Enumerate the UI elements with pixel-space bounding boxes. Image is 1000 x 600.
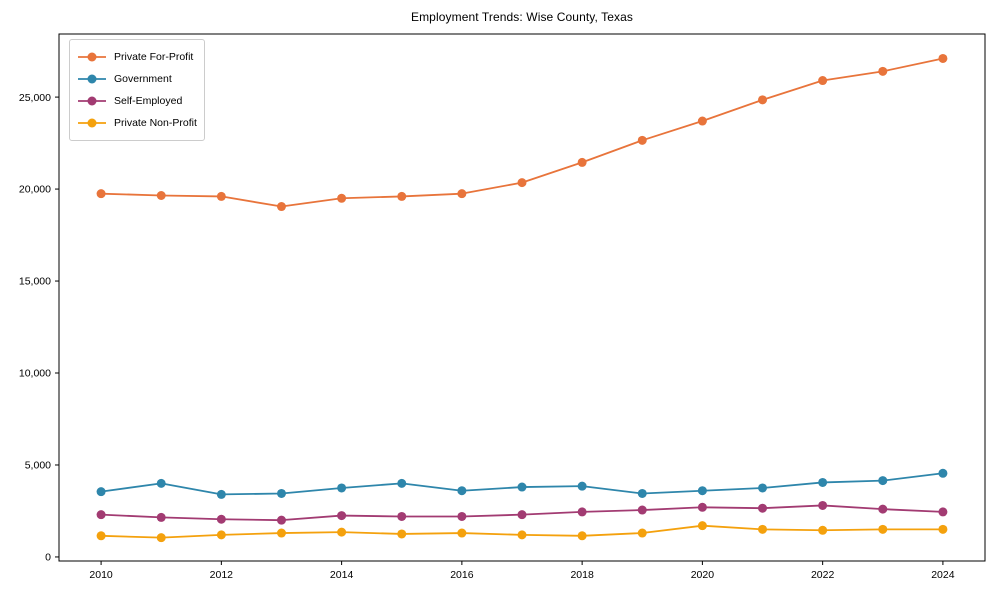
plot-border xyxy=(58,33,986,562)
legend-label: Private Non-Profit xyxy=(114,117,197,129)
data-point-marker xyxy=(397,191,407,201)
data-point-marker xyxy=(818,525,828,535)
data-point-marker xyxy=(337,193,347,203)
legend-label: Private For-Profit xyxy=(114,51,194,63)
y-tick-label: 25,000 xyxy=(19,92,51,104)
data-point-marker xyxy=(637,135,647,145)
data-point-marker xyxy=(697,116,707,126)
data-point-marker xyxy=(337,483,347,493)
x-tick-label: 2020 xyxy=(691,569,715,581)
legend-marker-icon xyxy=(78,74,106,84)
data-point-marker xyxy=(216,191,226,201)
x-tick-label: 2018 xyxy=(570,569,594,581)
data-point-marker xyxy=(878,524,888,534)
y-tick-label: 0 xyxy=(45,552,51,564)
data-point-marker xyxy=(637,528,647,538)
data-point-marker xyxy=(517,510,527,520)
y-tick-label: 20,000 xyxy=(19,184,51,196)
x-tick-label: 2012 xyxy=(210,569,234,581)
data-point-marker xyxy=(276,528,286,538)
y-tick-label: 5,000 xyxy=(25,460,51,472)
data-point-marker xyxy=(878,476,888,486)
data-point-marker xyxy=(216,514,226,524)
data-point-marker xyxy=(156,191,166,201)
data-point-marker xyxy=(697,486,707,496)
legend-marker-icon xyxy=(78,52,106,62)
x-tick-label: 2014 xyxy=(330,569,354,581)
x-tick-label: 2016 xyxy=(450,569,474,581)
legend-marker-icon xyxy=(78,118,106,128)
data-point-marker xyxy=(397,529,407,539)
data-point-marker xyxy=(577,481,587,491)
data-point-marker xyxy=(818,76,828,86)
legend-label: Self-Employed xyxy=(114,95,183,107)
data-point-marker xyxy=(878,66,888,76)
data-point-marker xyxy=(577,157,587,167)
data-point-marker xyxy=(276,488,286,498)
data-point-marker xyxy=(96,510,106,520)
data-point-marker xyxy=(938,468,948,478)
data-point-marker xyxy=(637,488,647,498)
data-point-marker xyxy=(637,505,647,515)
data-point-marker xyxy=(697,521,707,531)
data-point-marker xyxy=(156,512,166,522)
data-point-marker xyxy=(337,527,347,537)
data-point-marker xyxy=(577,531,587,541)
data-point-marker xyxy=(457,511,467,521)
data-point-marker xyxy=(96,189,106,199)
data-point-marker xyxy=(276,202,286,212)
data-point-marker xyxy=(96,487,106,497)
data-point-marker xyxy=(697,502,707,512)
data-point-marker xyxy=(457,528,467,538)
x-tick-label: 2024 xyxy=(931,569,955,581)
data-point-marker xyxy=(337,511,347,521)
data-point-marker xyxy=(758,524,768,534)
y-tick-label: 15,000 xyxy=(19,276,51,288)
data-point-marker xyxy=(878,504,888,514)
legend-label: Government xyxy=(114,73,172,85)
data-point-marker xyxy=(216,489,226,499)
data-point-marker xyxy=(276,515,286,525)
x-tick-label: 2010 xyxy=(89,569,113,581)
data-point-marker xyxy=(938,524,948,534)
data-point-marker xyxy=(577,507,587,517)
legend: Private For-Profit Government Self-Employe… xyxy=(69,39,205,141)
data-point-marker xyxy=(938,507,948,517)
legend-marker-icon xyxy=(78,96,106,106)
data-point-marker xyxy=(818,500,828,510)
data-point-marker xyxy=(156,533,166,543)
y-tick-label: 10,000 xyxy=(19,368,51,380)
data-point-marker xyxy=(517,482,527,492)
legend-item: Self-Employed xyxy=(77,90,196,112)
data-point-marker xyxy=(758,503,768,513)
data-point-marker xyxy=(397,511,407,521)
legend-item: Private For-Profit xyxy=(77,46,196,68)
data-point-marker xyxy=(517,178,527,188)
legend-item: Government xyxy=(77,68,196,90)
chart-title: Employment Trends: Wise County, Texas xyxy=(410,10,633,24)
data-point-marker xyxy=(758,483,768,493)
data-point-marker xyxy=(457,189,467,199)
data-point-marker xyxy=(96,531,106,541)
data-point-marker xyxy=(938,53,948,63)
data-point-marker xyxy=(517,530,527,540)
legend-item: Private Non-Profit xyxy=(77,112,197,134)
data-point-marker xyxy=(818,477,828,487)
x-tick-label: 2022 xyxy=(811,569,835,581)
data-point-marker xyxy=(156,478,166,488)
data-point-marker xyxy=(397,478,407,488)
data-point-marker xyxy=(457,486,467,496)
data-point-marker xyxy=(216,530,226,540)
data-point-marker xyxy=(758,95,768,105)
